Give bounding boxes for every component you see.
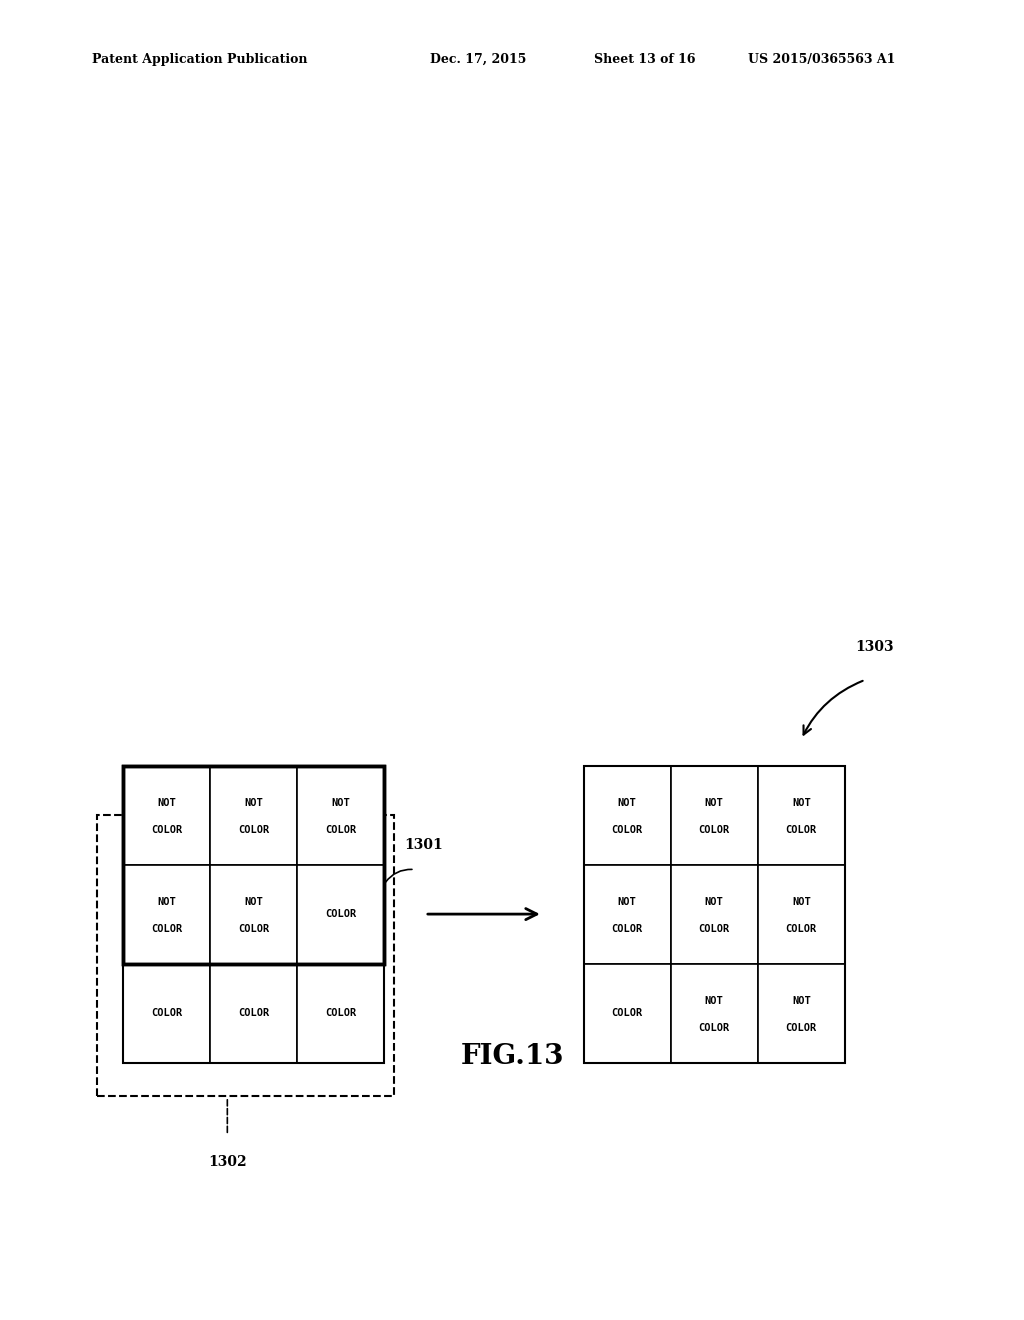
Text: COLOR: COLOR [611,1008,643,1018]
Text: Sheet 13 of 16: Sheet 13 of 16 [594,53,695,66]
FancyBboxPatch shape [671,865,758,964]
Text: COLOR: COLOR [611,825,643,836]
FancyBboxPatch shape [297,766,384,865]
Text: COLOR: COLOR [325,825,356,836]
Text: NOT: NOT [244,799,263,808]
FancyBboxPatch shape [210,964,297,1063]
Text: NOT: NOT [792,997,811,1006]
FancyBboxPatch shape [584,964,671,1063]
Text: 1301: 1301 [404,838,443,851]
FancyBboxPatch shape [758,964,845,1063]
Bar [97,814,394,1096]
Text: NOT: NOT [792,898,811,907]
Text: COLOR: COLOR [238,1008,269,1018]
FancyBboxPatch shape [123,865,210,964]
Text: COLOR: COLOR [325,1008,356,1018]
FancyBboxPatch shape [210,766,297,865]
Text: 1302: 1302 [208,1155,247,1168]
FancyBboxPatch shape [584,766,671,865]
Text: NOT: NOT [617,799,637,808]
Text: COLOR: COLOR [325,909,356,919]
FancyBboxPatch shape [671,766,758,865]
Text: 1303: 1303 [855,640,894,653]
Text: COLOR: COLOR [785,924,817,935]
Bar [123,766,384,964]
FancyBboxPatch shape [297,865,384,964]
Text: Dec. 17, 2015: Dec. 17, 2015 [430,53,526,66]
Text: COLOR: COLOR [151,924,182,935]
Text: NOT: NOT [705,898,724,907]
Text: COLOR: COLOR [698,924,730,935]
Text: COLOR: COLOR [238,825,269,836]
Text: NOT: NOT [705,799,724,808]
Text: COLOR: COLOR [611,924,643,935]
Text: US 2015/0365563 A1: US 2015/0365563 A1 [748,53,895,66]
Text: COLOR: COLOR [785,825,817,836]
Text: NOT: NOT [244,898,263,907]
Text: COLOR: COLOR [698,825,730,836]
FancyBboxPatch shape [584,865,671,964]
Text: Patent Application Publication: Patent Application Publication [92,53,307,66]
Text: COLOR: COLOR [238,924,269,935]
FancyBboxPatch shape [758,865,845,964]
Text: COLOR: COLOR [151,825,182,836]
Bar [584,766,845,1063]
Text: NOT: NOT [157,898,176,907]
Text: NOT: NOT [792,799,811,808]
FancyBboxPatch shape [210,865,297,964]
FancyBboxPatch shape [758,766,845,865]
Text: COLOR: COLOR [698,1023,730,1034]
FancyBboxPatch shape [123,766,210,865]
FancyBboxPatch shape [297,964,384,1063]
Text: NOT: NOT [617,898,637,907]
Text: COLOR: COLOR [785,1023,817,1034]
FancyBboxPatch shape [671,964,758,1063]
Text: NOT: NOT [705,997,724,1006]
Text: FIG.13: FIG.13 [460,1043,564,1069]
FancyBboxPatch shape [123,964,210,1063]
Text: COLOR: COLOR [151,1008,182,1018]
Bar [123,766,384,964]
Text: NOT: NOT [157,799,176,808]
Bar [123,766,384,1063]
Text: NOT: NOT [331,799,350,808]
